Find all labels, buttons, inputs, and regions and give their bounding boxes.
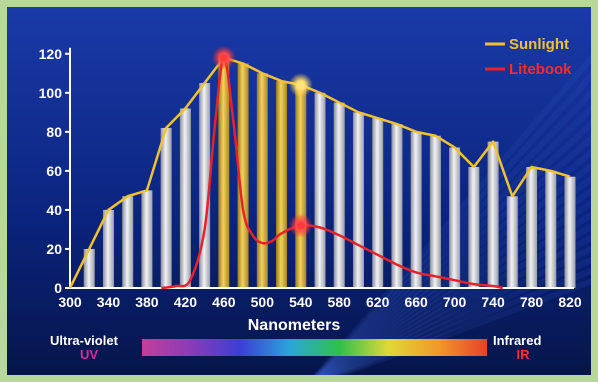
- x-tick-label: 580: [328, 294, 352, 310]
- bars: [83, 57, 576, 289]
- spectrum-chart: 0 20 40 60 80 100 120 300 340 380 420 460 500 540 580…: [7, 7, 591, 375]
- bar: [314, 92, 326, 288]
- background-ray: [316, 148, 591, 375]
- bar: [449, 147, 461, 288]
- uv-abbrev: UV: [80, 347, 98, 362]
- x-tick-label: 460: [212, 294, 236, 310]
- bar: [141, 190, 153, 288]
- bar: [545, 170, 557, 288]
- series-lines: [68, 56, 571, 290]
- x-tick-label: 660: [404, 294, 428, 310]
- bar: [487, 141, 499, 288]
- ir-abbrev: IR: [517, 347, 531, 362]
- bar: [391, 124, 403, 288]
- legend-label-litebook: Litebook: [509, 61, 572, 78]
- bar: [352, 112, 364, 288]
- bar: [429, 135, 441, 288]
- bar: [295, 84, 307, 288]
- background-ray: [322, 223, 591, 375]
- x-tick-label: 820: [558, 294, 582, 310]
- bar: [506, 196, 518, 288]
- bar: [333, 102, 345, 288]
- background-ray: [319, 187, 591, 375]
- bar: [102, 209, 114, 288]
- bar: [564, 176, 576, 288]
- legend-label-sunlight: Sunlight: [509, 36, 569, 53]
- bar: [237, 63, 249, 288]
- series-markers: [211, 45, 313, 238]
- x-tick-label: 300: [58, 294, 82, 310]
- bar: [83, 248, 95, 288]
- y-tick-label: 120: [39, 46, 63, 62]
- y-tick-label: 60: [46, 163, 62, 179]
- background-ray: [326, 256, 591, 375]
- spectrum-band: Ultra-violet UV Infrared IR: [50, 333, 541, 362]
- x-tick-label: 540: [289, 294, 313, 310]
- data-marker: [296, 221, 305, 230]
- x-tick-label: 700: [443, 294, 467, 310]
- x-axis-title: Nanometers: [248, 317, 341, 334]
- x-tick-label: 380: [135, 294, 159, 310]
- chart-panel: 0 20 40 60 80 100 120 300 340 380 420 460 500 540 580…: [7, 7, 591, 375]
- x-tick-label: 780: [520, 294, 544, 310]
- data-marker: [296, 80, 305, 89]
- y-tick-label: 20: [46, 241, 62, 257]
- bar: [276, 81, 288, 288]
- y-tick-label: 100: [39, 85, 63, 101]
- bar: [526, 166, 538, 288]
- bar: [218, 57, 230, 288]
- background-ray: [320, 199, 591, 375]
- bar: [179, 108, 191, 288]
- background-ray: [321, 211, 591, 375]
- bar: [122, 196, 134, 288]
- bar: [372, 118, 384, 289]
- y-tick-label: 40: [46, 202, 62, 218]
- bar: [160, 127, 172, 288]
- data-marker: [219, 53, 228, 62]
- bar: [199, 83, 211, 288]
- spectrum-gradient-bar: [142, 339, 487, 356]
- ir-label: Infrared: [493, 333, 541, 348]
- x-axis-ticks: 300 340 380 420 460 500 540 580 620 660 700 740 780 8…: [58, 294, 582, 310]
- series-line-sunlight: [68, 56, 571, 289]
- x-tick-label: 340: [97, 294, 121, 310]
- bar: [410, 131, 422, 288]
- y-tick-label: 80: [46, 124, 62, 140]
- x-tick-label: 740: [481, 294, 505, 310]
- bar: [256, 73, 268, 288]
- bar: [468, 166, 480, 288]
- x-tick-label: 420: [174, 294, 198, 310]
- uv-label: Ultra-violet: [50, 333, 119, 348]
- background-ray: [323, 234, 591, 375]
- background-ray: [324, 245, 591, 375]
- background-ray: [316, 134, 591, 375]
- x-tick-label: 500: [251, 294, 275, 310]
- y-tick-label: 0: [54, 280, 62, 296]
- series-line-litebook: [161, 56, 503, 290]
- legend: Sunlight Litebook: [485, 36, 572, 78]
- background-ray: [317, 162, 591, 375]
- background-ray: [318, 175, 591, 375]
- x-tick-label: 620: [366, 294, 390, 310]
- background-ray: [315, 120, 591, 375]
